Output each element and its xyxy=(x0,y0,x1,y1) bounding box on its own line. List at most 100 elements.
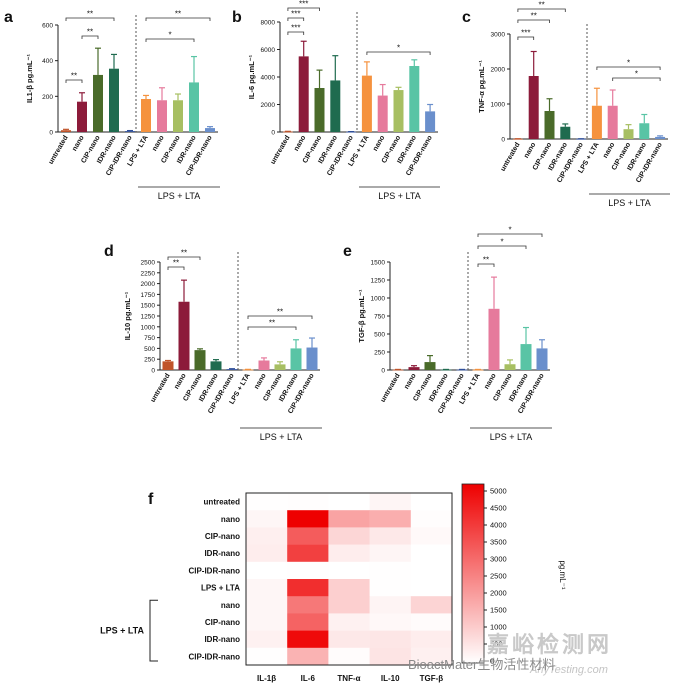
y-tick-label: 250 xyxy=(144,357,155,364)
colorbar-tick-label: 500 xyxy=(490,640,503,649)
bar-d-4 xyxy=(226,369,238,370)
panel-letter: a xyxy=(4,9,13,26)
colorbar-tick-label: 3000 xyxy=(490,555,507,564)
category-label: nano xyxy=(173,373,187,391)
heatmap-cell xyxy=(287,579,329,597)
heatmap-cell xyxy=(328,596,370,614)
bar-e-9 xyxy=(536,348,548,370)
y-tick-label: 600 xyxy=(42,23,53,30)
heatmap-cell xyxy=(410,544,453,563)
significance-bracket xyxy=(247,326,297,330)
heatmap-cell xyxy=(246,544,288,563)
y-tick-label: 750 xyxy=(144,335,155,342)
category-label: nano xyxy=(151,135,165,153)
heatmap-cell xyxy=(410,510,453,528)
heatmap-cell xyxy=(369,510,412,528)
significance-label: *** xyxy=(291,10,300,19)
panel-f: f untreated nano CIP-nano IDR-nano CIP-IDR-na… xyxy=(100,483,567,683)
row-group-bracket xyxy=(149,599,158,662)
heatmap-cell xyxy=(246,630,288,649)
group-label: LPS + LTA xyxy=(378,191,420,201)
colorbar-tick-label: 4500 xyxy=(490,504,507,513)
significance-bracket xyxy=(247,315,313,319)
bar-d-3 xyxy=(210,361,222,370)
category-label: untreated xyxy=(500,142,522,173)
heatmap-row-label: CIP-IDR-nano xyxy=(188,652,240,661)
heatmap-cell xyxy=(328,579,370,597)
significance-bracket xyxy=(517,19,550,23)
y-tick-label: 0 xyxy=(151,368,155,375)
y-tick-label: 0 xyxy=(501,137,505,144)
y-tick-label: 200 xyxy=(42,94,53,101)
significance-label: * xyxy=(168,31,171,40)
bar-b-3 xyxy=(330,80,341,132)
bar-b-7 xyxy=(393,90,404,132)
heatmap-cell xyxy=(328,630,370,649)
y-tick-label: 1500 xyxy=(371,260,386,267)
significance-bracket xyxy=(477,263,495,267)
bar-e-4 xyxy=(456,369,468,371)
heatmap-cell xyxy=(369,630,412,649)
colorbar-tick-label: 5000 xyxy=(490,487,507,496)
y-tick-label: 1250 xyxy=(371,278,386,285)
heatmap-cell xyxy=(246,527,288,545)
heatmap-cell xyxy=(410,561,453,580)
significance-label: * xyxy=(627,59,630,68)
significance-label: ** xyxy=(87,10,93,19)
y-tick-label: 500 xyxy=(374,332,385,339)
significance-label: ** xyxy=(71,72,77,81)
panel-d: d 0 250 500 750 1000 1250 1500 1750 2000 2250 2500 I… xyxy=(104,243,322,442)
heatmap-cell xyxy=(369,596,412,614)
y-tick-label: 6000 xyxy=(261,47,276,54)
panel-letter: f xyxy=(148,491,154,508)
y-tick-label: 750 xyxy=(374,314,385,321)
bar-c-8 xyxy=(639,123,650,139)
bar-a-9 xyxy=(205,128,215,132)
heatmap-cell xyxy=(246,579,288,597)
bar-c-9 xyxy=(655,136,666,139)
panel-letter: e xyxy=(343,243,352,260)
significance-label: *** xyxy=(521,29,530,38)
group-label: LPS + LTA xyxy=(158,191,200,201)
panel-letter: d xyxy=(104,243,114,260)
heatmap-cell xyxy=(287,561,329,580)
heatmap-cell xyxy=(287,630,329,649)
category-label: nano xyxy=(372,135,386,153)
heatmap-cell xyxy=(328,544,370,563)
significance-label: ** xyxy=(483,256,489,265)
heatmap-cell xyxy=(246,647,288,666)
heatmap-cell xyxy=(328,527,370,545)
bar-b-5 xyxy=(361,75,372,132)
significance-label: * xyxy=(397,44,400,53)
category-label: nano xyxy=(602,142,616,160)
heatmap-row-label: CIP-IDR-nano xyxy=(188,566,240,575)
heatmap-row-label: nano xyxy=(221,601,240,610)
heatmap-column-label: TGF-β xyxy=(420,674,444,683)
significance-bracket xyxy=(287,7,320,11)
bar-e-3 xyxy=(440,369,452,371)
group-label: LPS + LTA xyxy=(260,432,302,442)
significance-label: ** xyxy=(531,12,537,21)
bar-e-7 xyxy=(504,364,516,370)
heatmap-row-label: nano xyxy=(221,515,240,524)
heatmap-cell xyxy=(410,613,453,631)
colorbar-tick-label: 0 xyxy=(490,657,494,666)
heatmap-cell xyxy=(369,527,412,545)
bar-c-1 xyxy=(528,76,539,139)
heatmap-row-label: untreated xyxy=(204,498,241,507)
y-tick-label: 250 xyxy=(374,350,385,357)
significance-label: *** xyxy=(291,24,300,33)
heatmap-cell xyxy=(287,527,329,545)
category-label: untreated xyxy=(270,135,292,166)
y-tick-label: 1000 xyxy=(141,324,156,331)
colorbar-tick-label: 1000 xyxy=(490,623,507,632)
watermark-brand-en: AnyTesting.com xyxy=(530,664,608,676)
bar-a-3 xyxy=(109,68,119,132)
bar-c-2 xyxy=(544,111,555,139)
heatmap-cell xyxy=(369,544,412,563)
heatmap-cell xyxy=(328,647,370,666)
